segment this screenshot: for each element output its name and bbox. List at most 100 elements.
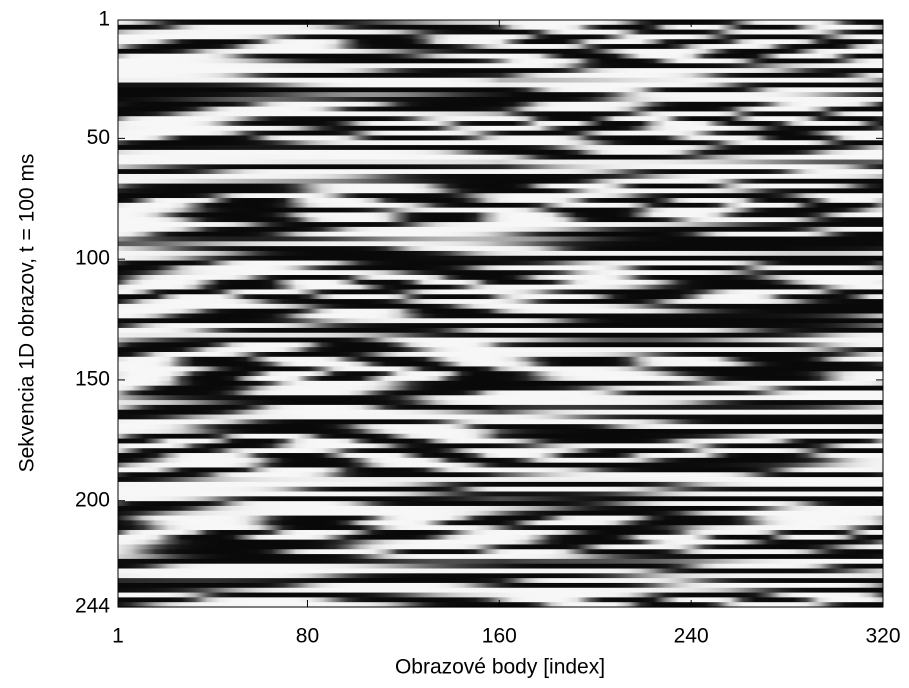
image-row: [118, 275, 883, 281]
image-row: [118, 111, 883, 117]
image-row: [118, 149, 883, 156]
image-row: [118, 82, 883, 88]
image-row: [118, 582, 883, 589]
image-row: [118, 135, 883, 141]
image-row: [118, 520, 883, 526]
image-row: [118, 246, 883, 252]
image-row: [118, 332, 883, 339]
image-row: [118, 419, 883, 425]
image-row: [118, 101, 883, 108]
image-row: [118, 491, 883, 497]
image-row: [118, 337, 883, 343]
image-row: [118, 578, 883, 584]
image-row: [118, 501, 883, 507]
image-row: [118, 241, 883, 247]
image-row: [118, 602, 883, 608]
image-row: [118, 212, 883, 218]
image-row: [118, 202, 883, 209]
image-row: [118, 77, 883, 84]
image-row: [118, 380, 883, 387]
image-row: [118, 193, 883, 199]
image-row: [118, 34, 883, 40]
image-row: [118, 351, 883, 358]
image-row: [118, 347, 883, 353]
image-row: [118, 48, 883, 55]
image-row: [118, 530, 883, 536]
image-row: [118, 29, 883, 36]
image-row: [118, 395, 883, 401]
image-row: [118, 390, 883, 396]
image-row: [118, 130, 883, 137]
x-axis-label: Obrazové body [index]: [395, 656, 605, 679]
y-tick-label: 150: [75, 367, 110, 390]
image-row: [118, 477, 883, 483]
image-row: [118, 255, 883, 262]
image-row: [118, 472, 883, 478]
image-row: [118, 116, 883, 122]
y-axis-label: Sekvencia 1D obrazov, t = 100 ms: [16, 154, 39, 473]
image-row: [118, 313, 883, 319]
image-row: [118, 318, 883, 324]
image-row: [118, 169, 883, 175]
image-row: [118, 486, 883, 493]
image-row: [118, 539, 883, 546]
image-row: [118, 125, 883, 132]
image-row: [118, 467, 883, 473]
image: [118, 20, 883, 608]
image-row: [118, 496, 883, 502]
image-row: [118, 265, 883, 271]
image-row: [118, 106, 883, 113]
image-row: [118, 356, 883, 363]
image-row: [118, 544, 883, 550]
image-row: [118, 587, 883, 594]
image-row: [118, 433, 883, 440]
image-row: [118, 154, 883, 161]
image-row: [118, 424, 883, 430]
image-row: [118, 279, 883, 286]
image-row: [118, 385, 883, 392]
image-row: [118, 308, 883, 315]
image-row: [118, 188, 883, 194]
x-tick-label: 240: [674, 625, 709, 648]
y-tick-label: 1: [98, 8, 110, 31]
image-row: [118, 294, 883, 300]
image-row: [118, 303, 883, 310]
image-row: [118, 457, 883, 464]
image-row: [118, 448, 883, 454]
image-row: [118, 549, 883, 555]
image-row: [118, 96, 883, 103]
image-row: [118, 260, 883, 266]
image-row: [118, 140, 883, 146]
image-row: [118, 183, 883, 190]
image-row: [118, 414, 883, 420]
image-row: [118, 510, 883, 517]
image-row: [118, 592, 883, 598]
image-row: [118, 236, 883, 242]
image-row: [118, 222, 883, 228]
image-row: [118, 53, 883, 60]
image-row: [118, 481, 883, 488]
image-row: [118, 284, 883, 291]
image-row: [118, 289, 883, 295]
image-row: [118, 438, 883, 445]
image-row: [118, 173, 883, 180]
image-row: [118, 63, 883, 69]
image-row: [118, 597, 883, 603]
image-row: [118, 198, 883, 204]
image-row: [118, 323, 883, 329]
image-row: [118, 327, 883, 334]
image-row: [118, 217, 883, 223]
y-tick-label: 50: [87, 126, 110, 149]
image-row: [118, 231, 883, 238]
image-row: [118, 400, 883, 406]
image-row: [118, 568, 883, 574]
image-row: [118, 443, 883, 449]
image-row: [118, 207, 883, 214]
image-row: [118, 39, 883, 45]
image-row: [118, 371, 883, 377]
image-row: [118, 361, 883, 368]
image-row: [118, 563, 883, 570]
image-row: [118, 428, 883, 435]
image-row: [118, 462, 883, 469]
